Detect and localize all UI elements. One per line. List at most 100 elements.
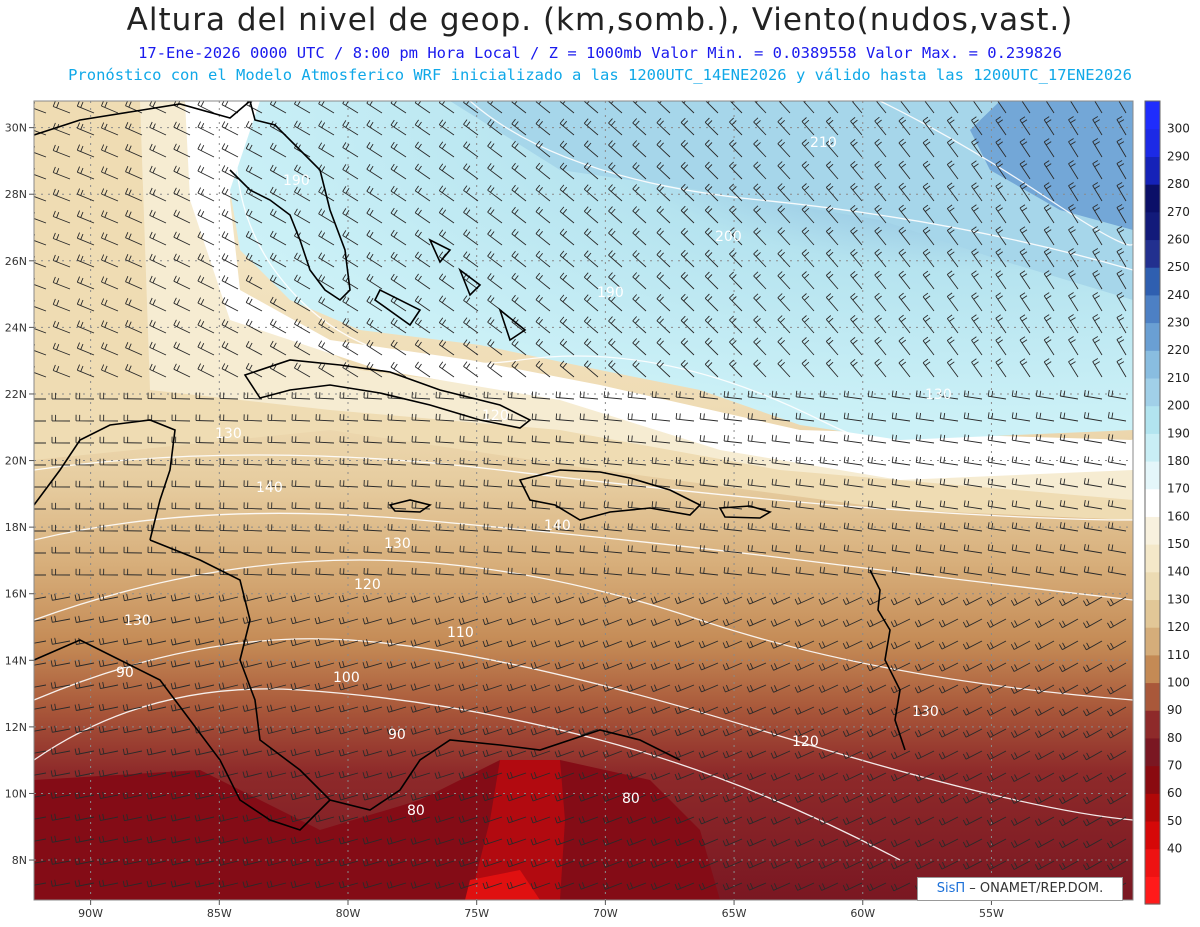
wind-barb — [842, 882, 863, 892]
wind-barb — [75, 458, 95, 466]
wind-barb — [242, 704, 263, 712]
wind-barb — [410, 727, 431, 735]
hispaniola-coast — [518, 469, 702, 521]
wind-barb — [777, 337, 791, 356]
wind-barb — [1034, 662, 1055, 672]
wind-barb — [266, 682, 287, 690]
wind-barb — [463, 185, 479, 202]
wind-barb — [698, 706, 719, 715]
wind-barb — [794, 596, 815, 605]
wind-barb — [963, 412, 983, 422]
wind-barb — [1059, 640, 1079, 651]
wind-barb — [650, 706, 671, 715]
wind-barb — [1011, 456, 1031, 466]
wind-barb — [842, 794, 863, 804]
wind-barb — [746, 772, 767, 781]
wind-barb — [52, 144, 71, 158]
colorbar-label: 190 — [1167, 426, 1190, 440]
colorbar-swatch — [1145, 516, 1160, 545]
wind-barb — [1116, 116, 1127, 136]
wind-barb — [291, 414, 311, 422]
wind-barb — [243, 502, 263, 510]
wind-barb — [314, 814, 335, 823]
wind-barb — [962, 706, 983, 716]
wind-barb — [770, 706, 791, 715]
wind-barb — [939, 390, 959, 400]
wind-barb — [245, 164, 263, 180]
wind-barb — [1107, 543, 1127, 554]
wind-barb — [963, 434, 983, 444]
wind-barb — [1107, 816, 1127, 827]
wind-barb — [675, 501, 695, 510]
wind-barb — [891, 456, 911, 466]
wind-barb — [530, 859, 551, 868]
wind-barb — [795, 412, 815, 422]
wind-barb — [946, 226, 959, 246]
wind-barb — [922, 292, 935, 312]
wind-barb — [531, 413, 551, 422]
wind-barb — [1010, 684, 1031, 694]
contour-label: 130 — [925, 387, 952, 403]
wind-barb — [267, 414, 287, 422]
wind-barb — [195, 502, 215, 510]
wind-barb — [195, 480, 215, 488]
wind-barb — [221, 121, 239, 136]
wind-barb — [314, 836, 335, 845]
wind-barb — [194, 792, 215, 800]
wind-barb — [819, 544, 839, 554]
wind-barb — [1083, 706, 1103, 717]
wind-barb — [197, 275, 215, 290]
wind-barb — [608, 140, 623, 158]
wind-barb — [221, 101, 239, 114]
wind-barb — [1034, 838, 1055, 848]
wind-barb — [197, 231, 215, 246]
wind-barb — [729, 359, 743, 378]
wind-barb — [650, 838, 671, 847]
wind-barb — [197, 143, 215, 158]
wind-barb — [914, 750, 935, 760]
wind-barb — [99, 524, 119, 532]
wind-barb — [922, 270, 935, 290]
wind-barb — [50, 769, 71, 777]
wind-barb — [1083, 772, 1103, 783]
wind-barb — [986, 860, 1007, 870]
wind-barb — [746, 662, 767, 671]
wind-barb — [914, 662, 935, 672]
wind-barb — [986, 684, 1007, 694]
wind-barb — [963, 456, 983, 466]
wind-barb — [898, 182, 911, 202]
wind-barb — [314, 880, 335, 889]
wind-barb — [554, 882, 575, 890]
wind-barb — [891, 500, 911, 510]
wind-barb — [1035, 390, 1055, 400]
wind-barb — [971, 292, 983, 312]
wind-barb — [458, 793, 479, 802]
wind-barb — [530, 705, 551, 714]
wind-barb — [362, 837, 383, 845]
wind-barb — [194, 594, 215, 602]
wind-barb — [674, 684, 695, 693]
florida-coast — [229, 101, 351, 302]
wind-barb — [825, 183, 839, 202]
wind-barb — [1107, 411, 1127, 422]
wind-barb — [939, 412, 959, 422]
wind-barb — [410, 881, 431, 889]
wind-barb — [362, 727, 383, 735]
wind-barb — [843, 390, 863, 400]
wind-barb — [411, 523, 431, 532]
wind-barb — [995, 314, 1007, 334]
wind-barb — [915, 566, 935, 576]
wind-barb — [890, 684, 911, 694]
contour-labels: 210 200 190 190 130 130 120 140 140 130 … — [116, 135, 952, 819]
wind-barb — [723, 456, 743, 466]
wind-barb — [125, 254, 143, 268]
wind-barb — [777, 293, 791, 312]
wind-barb — [414, 339, 431, 356]
colorbar-label: 200 — [1167, 399, 1190, 413]
wind-barb — [50, 725, 71, 733]
lon-tick-label: 70W — [593, 907, 618, 920]
wind-barb — [1107, 794, 1127, 805]
wind-barb — [915, 500, 935, 510]
wind-barb — [438, 163, 455, 180]
wind-barb — [675, 567, 695, 576]
